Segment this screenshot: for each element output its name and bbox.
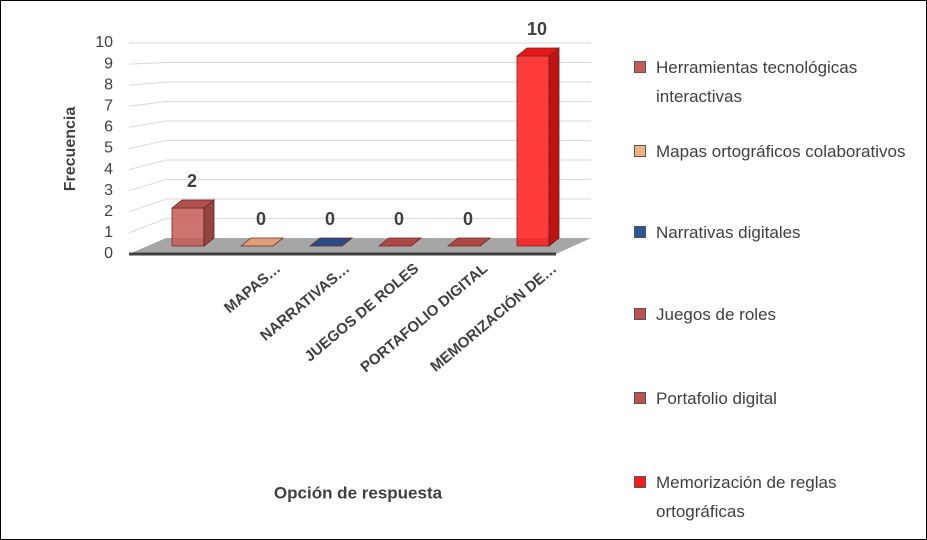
x-tick-label: MAPAS…: [221, 260, 284, 317]
legend-entry: Portafolio digital: [634, 384, 919, 413]
y-axis-title: Frecuencia: [62, 107, 79, 192]
y-tick-label: 10: [95, 34, 113, 51]
legend-label: Portafolio digital: [656, 389, 777, 408]
grid-line: [128, 120, 591, 128]
y-tick-label: 7: [104, 98, 113, 115]
grid-line: [128, 218, 591, 234]
bar-top: [308, 237, 354, 247]
data-label: 0: [463, 209, 473, 229]
y-tick-label: 6: [104, 119, 113, 136]
grid-line: [128, 179, 591, 192]
y-tick-label: 5: [104, 140, 113, 157]
legend-label: Herramientas tecnológicas interactivas: [656, 58, 858, 106]
grid-line: [128, 140, 591, 149]
bar-top: [239, 237, 285, 247]
legend-swatch: [634, 145, 646, 157]
bar-side: [548, 47, 560, 247]
legend-label: Juegos de roles: [656, 305, 777, 324]
grid-line: [128, 62, 591, 65]
grid-line: [128, 81, 591, 86]
x-tick-label: PORTAFOLIO DIGITAL: [357, 260, 491, 376]
legend-label: Narrativas digitales: [656, 223, 801, 242]
x-tick-label: JUEGOS DE ROLES: [301, 260, 422, 365]
y-tick-label: 8: [104, 76, 113, 93]
legend-swatch: [634, 308, 646, 320]
legend-entry: Juegos de roles: [634, 300, 919, 329]
x-axis-title: Opción de respuesta: [274, 483, 443, 502]
legend-entry: Mapas ortográficos colaborativos: [634, 137, 919, 166]
legend-swatch: [634, 476, 646, 488]
y-tick-label: 0: [104, 245, 113, 262]
legend-entry: Herramientas tecnológicas interactivas: [634, 53, 919, 111]
bar-top: [170, 199, 216, 209]
legend-entry: Memorización de reglas ortográficas: [634, 468, 919, 526]
data-label: 0: [256, 209, 266, 229]
data-label: 0: [394, 209, 404, 229]
y-tick-label: 9: [104, 55, 113, 72]
bar-front: [516, 55, 550, 247]
bar-top: [515, 47, 561, 57]
legend-swatch: [634, 61, 646, 73]
grid-line: [128, 159, 591, 171]
legend-label: Memorización de reglas ortográficas: [656, 473, 837, 521]
grid-line: [128, 101, 591, 107]
legend-entry: Narrativas digitales: [634, 218, 919, 247]
y-tick-label: 4: [104, 161, 113, 178]
bar-top: [446, 237, 492, 247]
x-tick-label: MEMORIZACIÓN DE…: [427, 259, 561, 375]
data-label: 2: [187, 171, 197, 191]
bar-front: [171, 207, 205, 247]
bar-top: [377, 237, 423, 247]
grid-line: [128, 198, 591, 213]
legend-label: Mapas ortográficos colaborativos: [656, 142, 906, 161]
data-label: 10: [527, 19, 547, 39]
legend-swatch: [634, 392, 646, 404]
legend-swatch: [634, 226, 646, 238]
y-tick-label: 1: [104, 224, 113, 241]
y-tick-label: 2: [104, 203, 113, 220]
y-tick-label: 3: [104, 182, 113, 199]
data-label: 0: [325, 209, 335, 229]
